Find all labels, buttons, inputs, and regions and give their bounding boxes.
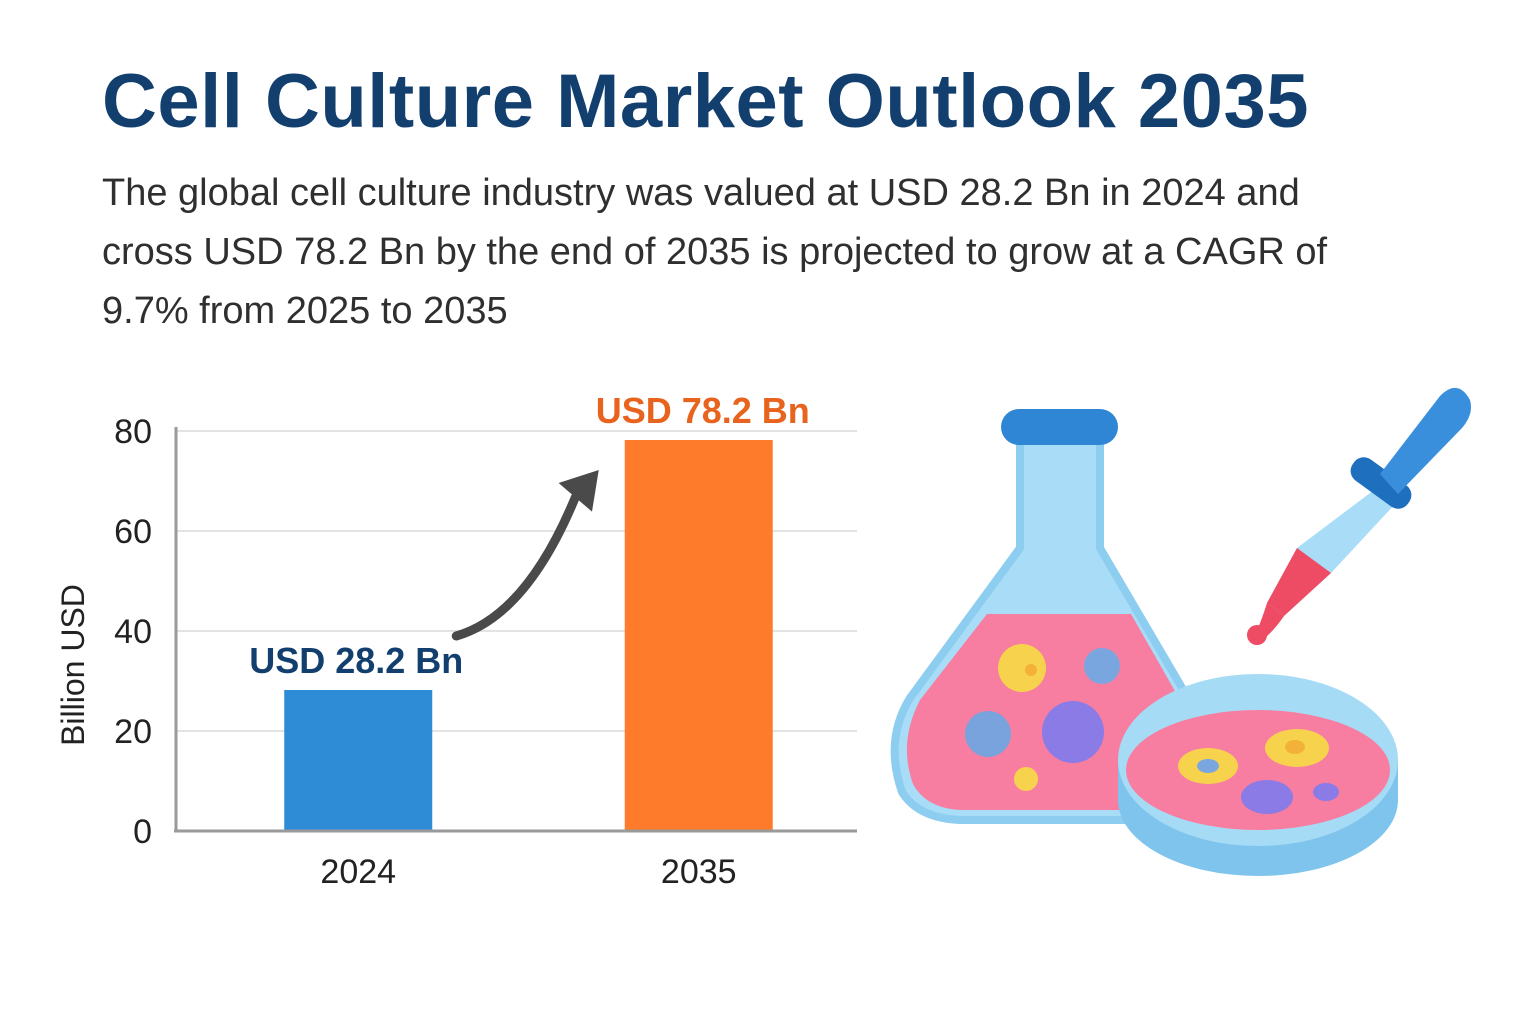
bar-chart: 0 20 40 60 80 2024 2035 USD 28.2 Bn USD 78.2 Bn… [55,390,857,891]
growth-arrow-shaft [451,492,580,641]
petri-dish-icon [1118,674,1398,876]
lab-illustration [890,387,1471,876]
axes [174,427,857,833]
y-axis-title: Billion USD [55,584,91,746]
page-title: Cell Culture Market Outlook 2035 [102,59,1309,144]
data-label-2024: USD 28.2 Bn [249,640,463,681]
tick-labels: 0 20 40 60 80 2024 2035 [114,413,736,891]
y-tick-label: 40 [114,613,152,651]
data-labels: USD 28.2 Bn USD 78.2 Bn [249,390,810,681]
y-tick-label: 80 [114,413,152,451]
page-subtitle: The global cell culture industry was val… [102,172,1328,332]
y-tick-label: 0 [133,813,152,851]
x-tick-label: 2024 [320,853,396,891]
bar-2024 [284,690,433,831]
bar-2035 [624,440,773,831]
bars [284,440,773,831]
growth-arrow-group [451,470,599,641]
y-tick-label: 60 [114,513,152,551]
data-label-2035: USD 78.2 Bn [596,390,810,431]
x-tick-label: 2035 [661,853,737,891]
y-tick-label: 20 [114,713,152,751]
growth-arrow-head [558,470,599,512]
dropper-icon [1247,387,1471,645]
